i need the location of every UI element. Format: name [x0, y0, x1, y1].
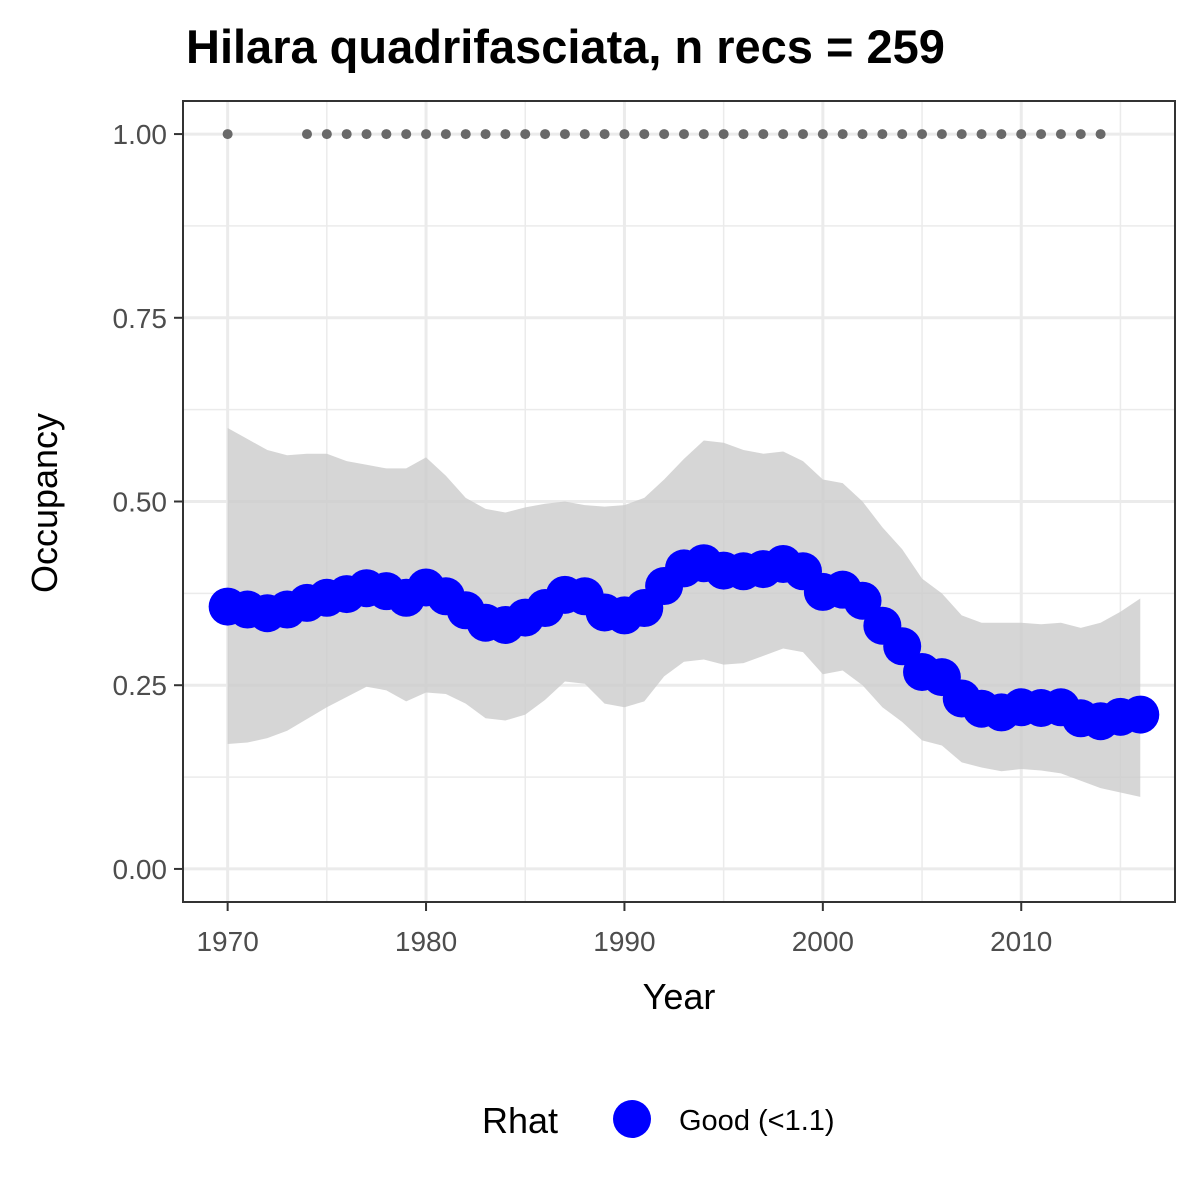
record-point [917, 129, 928, 140]
record-point [619, 129, 630, 140]
x-axis: 1970 1980 1990 2000 2010 [196, 902, 1052, 957]
record-point [540, 129, 551, 140]
x-tick-label: 2010 [990, 926, 1052, 957]
record-point [1036, 129, 1047, 140]
record-point [639, 129, 650, 140]
x-tick-label: 1970 [196, 926, 258, 957]
record-point [837, 129, 848, 140]
record-point [321, 129, 332, 140]
record-point [579, 129, 590, 140]
occupancy-point [883, 627, 922, 666]
y-tick-label: 0.50 [113, 487, 168, 518]
x-axis-title: Year [643, 976, 716, 1017]
legend-key-good [613, 1100, 651, 1138]
record-point [1095, 129, 1106, 140]
y-tick-label: 1.00 [113, 119, 168, 150]
record-point [559, 129, 570, 140]
record-point [440, 129, 451, 140]
legend: Rhat Good (<1.1) [482, 1100, 835, 1141]
record-point [421, 129, 432, 140]
y-tick-label: 0.75 [113, 303, 168, 334]
record-point [758, 129, 769, 140]
x-tick-label: 1980 [395, 926, 457, 957]
record-point [817, 129, 828, 140]
series-layer [208, 544, 1160, 741]
record-point [520, 129, 531, 140]
record-point [599, 129, 610, 140]
record-point [996, 129, 1007, 140]
legend-title: Rhat [482, 1100, 558, 1141]
y-tick-label: 0.00 [113, 854, 168, 885]
y-axis-title: Occupancy [24, 413, 65, 593]
record-point [302, 129, 312, 140]
record-point [778, 129, 789, 140]
y-tick-label: 0.25 [113, 670, 168, 701]
record-point [897, 129, 908, 140]
record-point [381, 129, 392, 140]
record-point [460, 129, 471, 140]
x-tick-label: 2000 [792, 926, 854, 957]
record-point [936, 129, 947, 140]
record-point [222, 129, 233, 140]
record-point [718, 129, 729, 140]
record-point [738, 129, 749, 140]
record-point [857, 129, 868, 140]
x-tick-label: 1990 [593, 926, 655, 957]
chart-title: Hilara quadrifasciata, n recs = 259 [186, 20, 945, 73]
confidence-ribbon [227, 428, 1141, 797]
record-point [500, 129, 511, 140]
record-point [659, 129, 670, 140]
record-point [798, 129, 808, 140]
occupancy-point [1121, 695, 1160, 734]
record-point [678, 129, 689, 140]
record-point [1055, 129, 1066, 140]
confidence-ribbon-layer [227, 428, 1141, 797]
record-point [361, 129, 372, 140]
record-point [976, 129, 987, 140]
record-point [1016, 129, 1027, 140]
record-point [877, 129, 888, 140]
record-point [341, 129, 352, 140]
record-point [1075, 129, 1086, 140]
record-point [956, 129, 967, 140]
record-point [401, 129, 412, 140]
y-axis: 0.00 0.25 0.50 0.75 1.00 [113, 119, 183, 885]
legend-label-good: Good (<1.1) [679, 1105, 835, 1137]
record-point [480, 129, 491, 140]
record-point [698, 129, 709, 140]
records-layer [222, 129, 1106, 140]
